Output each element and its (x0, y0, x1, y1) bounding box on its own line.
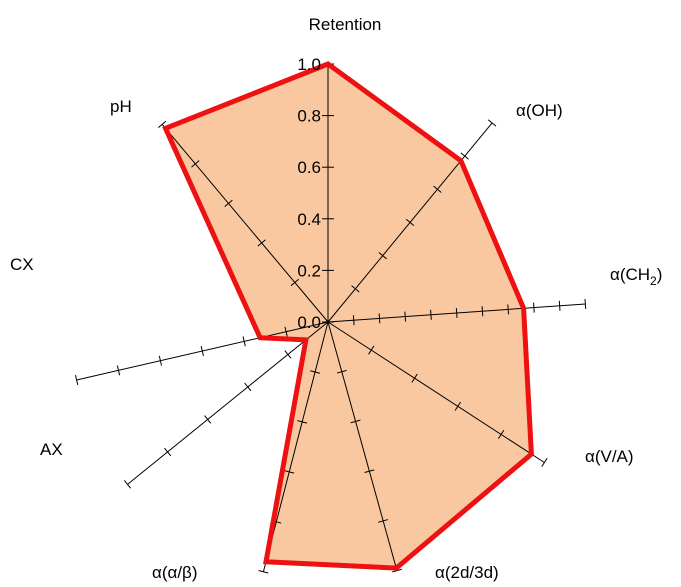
data-point-cx (258, 336, 262, 340)
data-point-ph (164, 126, 167, 130)
radial-tick-label: 1.0 (297, 55, 321, 74)
axis-tick-ph (224, 199, 233, 208)
axis-tick-va (541, 458, 548, 467)
data-point-va (529, 452, 533, 456)
axis-tick-d2d3d (378, 519, 389, 523)
axis-tick-oh (351, 285, 360, 293)
axis-tick-d2d3d (336, 369, 347, 374)
axis-tick-va (497, 429, 505, 439)
series-outline-layer (162, 61, 534, 571)
axis-tick-ch2 (455, 307, 458, 319)
axis-tick-d2d3d (350, 419, 361, 424)
axis-tick-ph (191, 160, 200, 168)
data-point-oh (459, 159, 463, 163)
axes-layer (75, 63, 587, 574)
axis-tick-oh (378, 252, 387, 260)
axis-line-ph (161, 124, 329, 323)
axis-tick-ax (284, 350, 292, 359)
series-outline (162, 61, 534, 571)
axis-label-d2d3d: α(2d/3d) (435, 563, 499, 582)
axis-tick-ph (257, 239, 266, 247)
radial-tick-label: 0.6 (297, 158, 321, 177)
radial-tick-label: 0.8 (297, 107, 321, 126)
axis-tick-ph (290, 278, 299, 287)
axis-label-va: α(V/A) (585, 447, 634, 466)
axis-tick-ch2 (352, 315, 355, 326)
axis-tick-ch2 (481, 306, 484, 317)
axis-tick-ax (244, 382, 252, 392)
axis-line-va (327, 321, 545, 463)
axis-tick-ax (164, 447, 172, 457)
radial-tick-label: 0.4 (297, 210, 321, 229)
axis-tick-ch2 (507, 304, 510, 315)
axis-tick-va (454, 401, 461, 411)
axis-tick-ab (258, 570, 269, 574)
axis-label-oh: α(OH) (516, 101, 563, 120)
axis-tick-ch2 (404, 311, 407, 322)
axis-tick-ab (284, 470, 295, 474)
axis-label-ch2: α(CH2) (610, 265, 662, 288)
axis-label-ax: AX (40, 440, 63, 459)
axis-tick-oh (460, 152, 469, 160)
axis-tick-ch2 (533, 302, 535, 313)
axis-tick-d2d3d (364, 469, 375, 473)
radial-tick-label: 0.0 (297, 313, 321, 332)
axis-line-ax (127, 321, 329, 485)
axis-tick-va (411, 373, 418, 383)
axis-tick-ph (158, 120, 167, 128)
axis-tick-ch2 (430, 309, 432, 320)
series-fill-layer (165, 64, 532, 569)
axis-tick-cx (75, 375, 79, 386)
data-point-retention (326, 62, 330, 66)
axis-tick-cx (158, 355, 163, 366)
axis-tick-ch2 (378, 313, 381, 324)
axis-tick-ch2 (584, 298, 587, 310)
data-point-d2d3d (394, 566, 398, 570)
axis-tick-ax (123, 480, 132, 489)
data-point-ab (264, 560, 268, 564)
axis-tick-ab (310, 370, 321, 374)
data-point-ax (304, 338, 308, 342)
axis-tick-oh (405, 218, 415, 227)
axis-tick-cx (200, 346, 204, 357)
axis-tick-cx (116, 365, 121, 376)
axis-tick-oh (433, 185, 442, 193)
axis-tick-ch2 (558, 300, 561, 311)
radial-tick-label: 0.2 (297, 261, 321, 280)
axis-tick-va (368, 345, 375, 355)
axis-label-ab: α(α/β) (152, 563, 197, 582)
axis-label-ph: pH (110, 97, 132, 116)
labels-layer: Retention α(OH) α(CH2) α(V/A) α(2d/3d) α(α/β)… (10, 15, 662, 582)
axis-tick-cx (284, 326, 288, 337)
axis-label-cx: CX (10, 255, 34, 274)
axis-label-retention: Retention (309, 15, 382, 34)
axis-tick-ax (204, 415, 212, 424)
axis-tick-ab (297, 420, 308, 424)
series-area (165, 64, 532, 569)
axis-tick-oh (487, 119, 497, 127)
axis-tick-cx (242, 336, 246, 347)
axis-line-d2d3d (327, 321, 398, 571)
data-point-ch2 (522, 306, 526, 310)
